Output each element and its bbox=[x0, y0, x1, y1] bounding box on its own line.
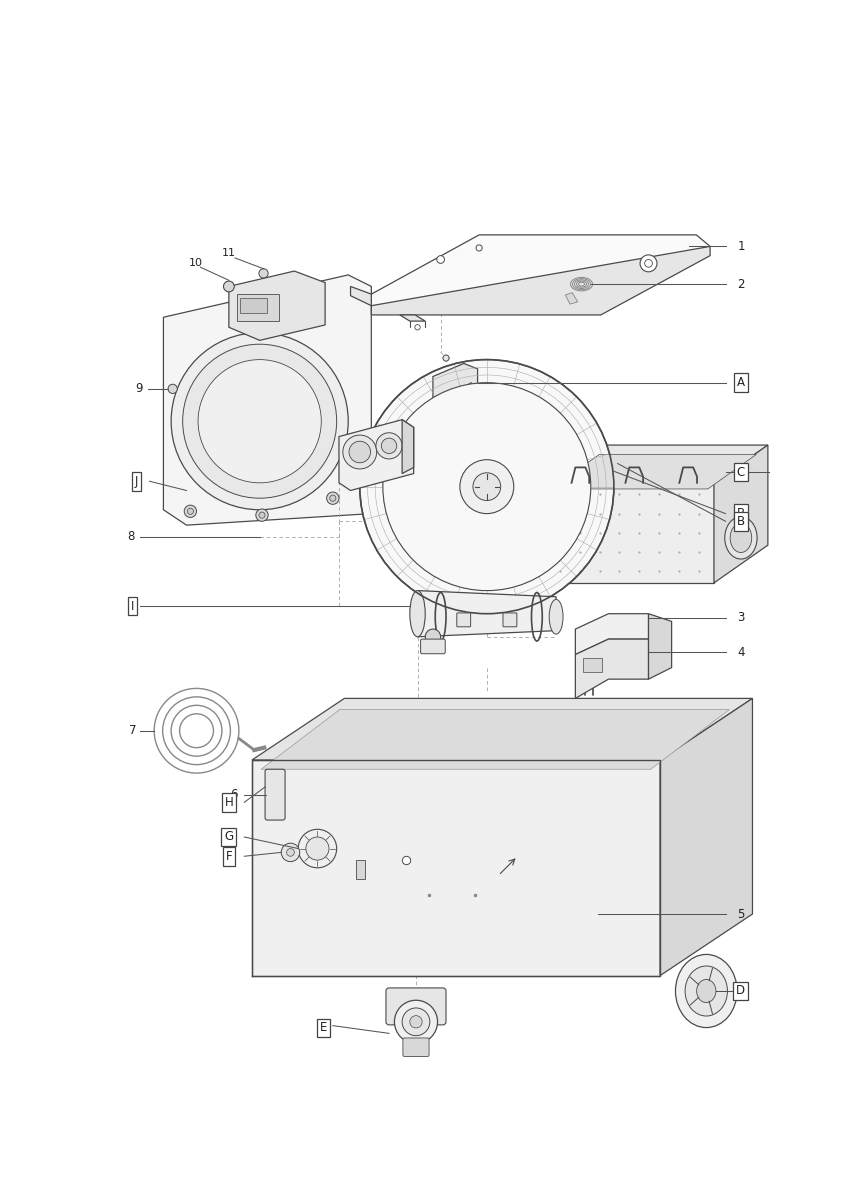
Text: 2: 2 bbox=[737, 277, 745, 290]
FancyBboxPatch shape bbox=[265, 769, 285, 820]
Polygon shape bbox=[649, 613, 672, 679]
Text: I: I bbox=[131, 600, 134, 612]
Bar bbox=[241, 298, 267, 313]
Polygon shape bbox=[163, 275, 371, 526]
Polygon shape bbox=[371, 246, 710, 314]
Text: G: G bbox=[224, 830, 234, 844]
Circle shape bbox=[443, 355, 449, 361]
Circle shape bbox=[306, 838, 329, 860]
Ellipse shape bbox=[697, 979, 716, 1002]
Polygon shape bbox=[339, 420, 414, 491]
Ellipse shape bbox=[457, 418, 472, 425]
Circle shape bbox=[326, 492, 339, 504]
Circle shape bbox=[256, 509, 268, 521]
Text: 3: 3 bbox=[737, 611, 745, 624]
Circle shape bbox=[281, 844, 300, 862]
Circle shape bbox=[183, 344, 337, 498]
Polygon shape bbox=[551, 455, 756, 488]
Text: C: C bbox=[737, 466, 745, 479]
Circle shape bbox=[259, 269, 268, 278]
Circle shape bbox=[343, 436, 377, 469]
Ellipse shape bbox=[730, 523, 752, 552]
Circle shape bbox=[402, 1008, 430, 1036]
Circle shape bbox=[415, 324, 420, 330]
Bar bbox=[583, 659, 602, 672]
Circle shape bbox=[640, 254, 657, 272]
Polygon shape bbox=[576, 613, 649, 654]
Polygon shape bbox=[417, 590, 556, 637]
Circle shape bbox=[298, 829, 337, 868]
Polygon shape bbox=[458, 383, 472, 428]
Text: 8: 8 bbox=[127, 530, 135, 544]
Circle shape bbox=[184, 505, 197, 517]
Polygon shape bbox=[545, 482, 714, 583]
Text: 9: 9 bbox=[135, 383, 143, 395]
FancyBboxPatch shape bbox=[457, 613, 471, 626]
Polygon shape bbox=[261, 709, 729, 769]
Circle shape bbox=[383, 383, 591, 590]
Polygon shape bbox=[252, 760, 660, 976]
Text: 11: 11 bbox=[222, 248, 236, 258]
Circle shape bbox=[171, 332, 348, 510]
Circle shape bbox=[644, 259, 652, 268]
Text: E: E bbox=[320, 1021, 327, 1034]
Circle shape bbox=[381, 438, 397, 454]
Text: 4: 4 bbox=[737, 646, 745, 659]
Text: H: H bbox=[224, 796, 234, 809]
Bar bbox=[356, 860, 365, 880]
Circle shape bbox=[287, 848, 295, 857]
Polygon shape bbox=[433, 364, 478, 404]
Circle shape bbox=[168, 384, 177, 394]
Text: B: B bbox=[737, 508, 745, 520]
Circle shape bbox=[473, 473, 501, 500]
Polygon shape bbox=[228, 271, 325, 341]
Text: B: B bbox=[737, 515, 745, 528]
Circle shape bbox=[460, 460, 514, 514]
Circle shape bbox=[376, 433, 402, 458]
Polygon shape bbox=[565, 293, 578, 304]
Circle shape bbox=[330, 496, 336, 502]
Text: 6: 6 bbox=[230, 788, 238, 802]
FancyBboxPatch shape bbox=[503, 613, 517, 626]
Circle shape bbox=[187, 509, 193, 515]
Polygon shape bbox=[350, 287, 371, 306]
Polygon shape bbox=[660, 698, 752, 976]
Text: D: D bbox=[736, 984, 746, 997]
Polygon shape bbox=[402, 420, 414, 474]
Bar bbox=[236, 294, 279, 322]
Circle shape bbox=[425, 629, 441, 644]
Polygon shape bbox=[399, 314, 425, 322]
Ellipse shape bbox=[685, 966, 728, 1016]
Polygon shape bbox=[545, 445, 768, 482]
Circle shape bbox=[476, 245, 482, 251]
Circle shape bbox=[436, 256, 444, 263]
Circle shape bbox=[223, 281, 235, 292]
Ellipse shape bbox=[410, 590, 425, 637]
FancyBboxPatch shape bbox=[386, 988, 446, 1025]
Polygon shape bbox=[714, 445, 768, 583]
Text: 7: 7 bbox=[129, 725, 137, 737]
Polygon shape bbox=[252, 698, 752, 760]
Circle shape bbox=[410, 1015, 422, 1028]
Circle shape bbox=[198, 360, 321, 482]
Circle shape bbox=[259, 512, 265, 518]
Polygon shape bbox=[371, 235, 710, 306]
Text: 5: 5 bbox=[737, 907, 745, 920]
Ellipse shape bbox=[675, 954, 737, 1027]
Ellipse shape bbox=[725, 517, 757, 559]
Ellipse shape bbox=[549, 600, 563, 634]
Text: 10: 10 bbox=[189, 258, 203, 269]
Text: 1: 1 bbox=[737, 240, 745, 253]
FancyBboxPatch shape bbox=[403, 1038, 430, 1056]
Text: F: F bbox=[226, 850, 232, 863]
Text: J: J bbox=[135, 475, 138, 487]
Polygon shape bbox=[576, 640, 649, 698]
Circle shape bbox=[360, 360, 614, 613]
FancyBboxPatch shape bbox=[421, 640, 445, 654]
Circle shape bbox=[349, 442, 370, 463]
Circle shape bbox=[394, 1001, 437, 1043]
Text: A: A bbox=[737, 377, 745, 389]
